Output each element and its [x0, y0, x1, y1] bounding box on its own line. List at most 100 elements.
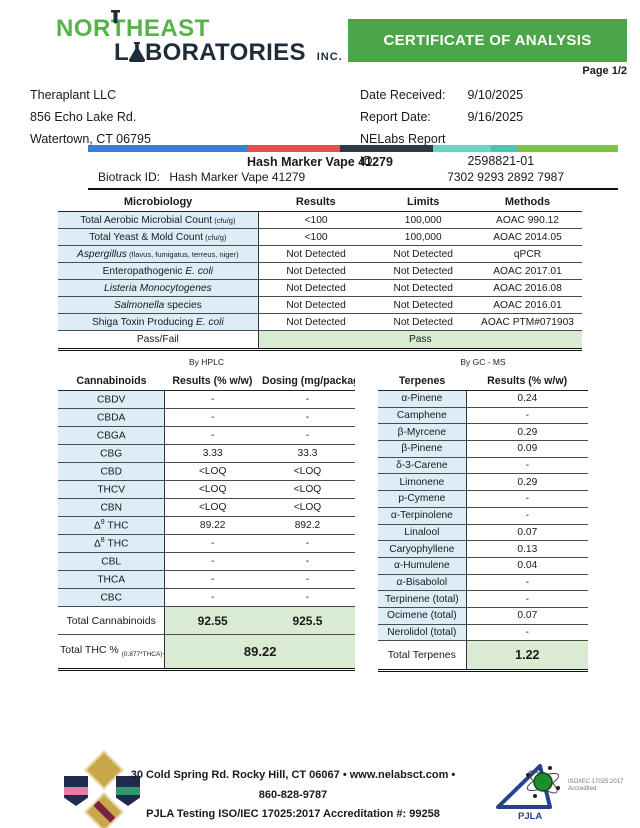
- cannabinoid-result: -: [164, 552, 260, 571]
- report-info-label: NELabs Report ID:: [360, 132, 446, 168]
- total-thc-row: Total THC % (0.877*THCA)+THC 89.22: [58, 634, 355, 670]
- analyte-result: Not Detected: [258, 313, 374, 331]
- pjla-wordmark: PJLA: [518, 811, 542, 821]
- total-terpenes-value: 1.22: [466, 640, 588, 671]
- analyte-limit: Not Detected: [373, 245, 473, 263]
- terpene-row: Limonene 0.29: [378, 473, 588, 491]
- analyte-method: AOAC PTM#071903: [472, 313, 582, 331]
- cannabinoid-name: CBC: [58, 588, 166, 607]
- col-header-results-ww: Results (% w/w): [164, 371, 260, 391]
- terpene-row: Linalool 0.07: [378, 523, 588, 541]
- cannabinoid-dose: <LOQ: [259, 480, 355, 499]
- client-name: Theraplant LLC: [30, 88, 117, 102]
- terpene-row: p-Cymene -: [378, 490, 588, 508]
- terpene-name: Linalool: [378, 523, 467, 541]
- divider-bar-segment: [517, 145, 618, 152]
- thc-formula: (0.877*THCA)+THC: [121, 651, 164, 659]
- cannabinoid-name: Δ8 THC: [58, 534, 166, 553]
- terpene-row: α-Bisabolol -: [378, 573, 588, 591]
- terpene-name: α-Humulene: [378, 556, 467, 575]
- microbiology-row: Total Yeast & Mold Count (cfu/g) <100 10…: [58, 228, 582, 246]
- cannabinoid-row: CBN <LOQ <LOQ: [58, 498, 355, 517]
- analyte-limit: Not Detected: [373, 296, 473, 314]
- terpene-result: -: [466, 573, 588, 591]
- terpene-row: β-Myrcene 0.29: [378, 423, 588, 441]
- cannabinoid-name: CBGA: [58, 426, 166, 445]
- report-info-row: Report Date: 9/16/2025: [360, 106, 630, 128]
- terpene-result: -: [466, 590, 588, 608]
- terpene-name: Ocimene (total): [378, 606, 467, 625]
- analyte-limit: 100,000: [373, 228, 473, 246]
- analyte-limit: Not Detected: [373, 279, 473, 297]
- microbiology-table: Microbiology Results Limits Methods Tota…: [58, 193, 582, 351]
- analyte-method: AOAC 990.12: [496, 214, 559, 226]
- analyte-name: Listeria Monocytogenes: [58, 279, 259, 297]
- terpene-row: Nerolidol (total) -: [378, 623, 588, 641]
- analyte-method: AOAC 2016.01: [472, 296, 582, 314]
- analyte-method: AOAC 2017.01: [472, 262, 582, 280]
- cannabinoid-row: THCA - -: [58, 570, 355, 589]
- total-thc-value: 89.22: [164, 634, 355, 670]
- terpene-row: α-Humulene 0.04: [378, 556, 588, 575]
- analyte-result: Not Detected: [258, 296, 374, 314]
- col-header-results: Results: [258, 193, 374, 212]
- analyte-result: Not Detected: [258, 245, 374, 263]
- cannabinoid-result: -: [210, 394, 215, 405]
- cannabinoids-table: Cannabinoids Results (% w/w) Dosing (mg/…: [58, 371, 355, 671]
- terpene-result: 0.09: [466, 440, 588, 458]
- cannabinoid-name: CBD: [58, 462, 166, 481]
- analyte-name: Total Yeast & Mold Count (cfu/g): [58, 228, 259, 246]
- client-address-line1: 856 Echo Lake Rd.: [30, 110, 137, 124]
- footer-accreditation: PJLA Testing ISO/IEC 17025:2017 Accredit…: [146, 808, 440, 820]
- cannabinoid-result: -: [164, 408, 260, 427]
- total-cannabinoids-label: Total Cannabinoids: [58, 606, 166, 635]
- terpene-result: 0.24: [517, 393, 538, 405]
- cannabinoid-dose: -: [259, 570, 355, 589]
- pjla-logo: PJLA ISO/IEC 17025:2017 Accredited: [490, 757, 630, 823]
- cannabinoid-row: Δ8 THC - -: [58, 534, 355, 553]
- flask-icon: [128, 42, 145, 63]
- terpene-row: Ocimene (total) 0.07: [378, 606, 588, 625]
- cannabinoid-name: CBDV: [58, 390, 166, 409]
- analyte-limit: 100,000: [404, 214, 442, 226]
- terpene-row: α-Terpinolene -: [378, 506, 588, 524]
- analyte-name: Aspergillus (flavus, fumigatus, terreus,…: [58, 245, 259, 263]
- total-cannabinoids-dose: 925.5: [259, 606, 355, 635]
- footer-state-license: State of CT: ACTL.0000004: [128, 825, 458, 828]
- terpene-result: -: [466, 623, 588, 641]
- cannabinoid-result: <LOQ: [164, 462, 260, 481]
- logo-text-inc: INC.: [316, 51, 343, 63]
- cannabinoid-name: CBG: [58, 444, 166, 463]
- cannabinoid-name: THCV: [58, 480, 166, 499]
- terpene-row: Caryophyllene 0.13: [378, 540, 588, 558]
- cannabinoid-name: CBL: [58, 552, 166, 571]
- divider-bar-segment: [339, 145, 433, 152]
- col-header-cannabinoids: Cannabinoids: [58, 371, 165, 391]
- microbiology-section: Microbiology Results Limits Methods Tota…: [58, 193, 582, 351]
- microbiology-row: Enteropathogenic E. coli Not Detected No…: [58, 262, 582, 280]
- terpene-name: β-Myrcene: [378, 423, 467, 441]
- report-info-value: 2598821-01: [467, 154, 535, 168]
- cannabinoid-dose: 892.2: [259, 516, 355, 535]
- analyte-result: <100: [258, 228, 374, 246]
- microbiology-row: Shiga Toxin Producing E. coli Not Detect…: [58, 313, 582, 331]
- sample-title: Hash Marker Vape 41279: [247, 155, 393, 169]
- terpene-name: α-Pinene: [378, 390, 467, 408]
- terpene-row: δ-3-Carene -: [378, 456, 588, 474]
- col-header-terp-results: Results (% w/w): [466, 371, 588, 391]
- analyte-name: Total Aerobic Microbial Count (cfu/g): [58, 211, 259, 229]
- terpene-result: 0.07: [466, 606, 588, 625]
- cannabinoid-row: Δ9 THC 89.22 892.2: [58, 516, 355, 535]
- terpenes-method: By GC - MS: [460, 357, 506, 367]
- logo-line2: L BORATORIES INC.: [114, 39, 342, 71]
- cannabinoid-row: THCV <LOQ <LOQ: [58, 480, 355, 499]
- analyte-name: Enteropathogenic E. coli: [58, 262, 259, 280]
- sample-code: 7302 9293 2892 7987: [447, 170, 564, 184]
- total-cannabinoids-row: Total Cannabinoids 92.55 925.5: [58, 606, 355, 635]
- cannabinoid-row: CBC - -: [58, 588, 355, 607]
- analyte-limit: Not Detected: [373, 262, 473, 280]
- report-info-value: 9/10/2025: [467, 88, 524, 102]
- report-info-row: Date Received: 9/10/2025: [360, 84, 630, 106]
- microbiology-header-row: Microbiology Results Limits Methods: [58, 193, 582, 212]
- cannabinoid-dose: -: [259, 426, 355, 445]
